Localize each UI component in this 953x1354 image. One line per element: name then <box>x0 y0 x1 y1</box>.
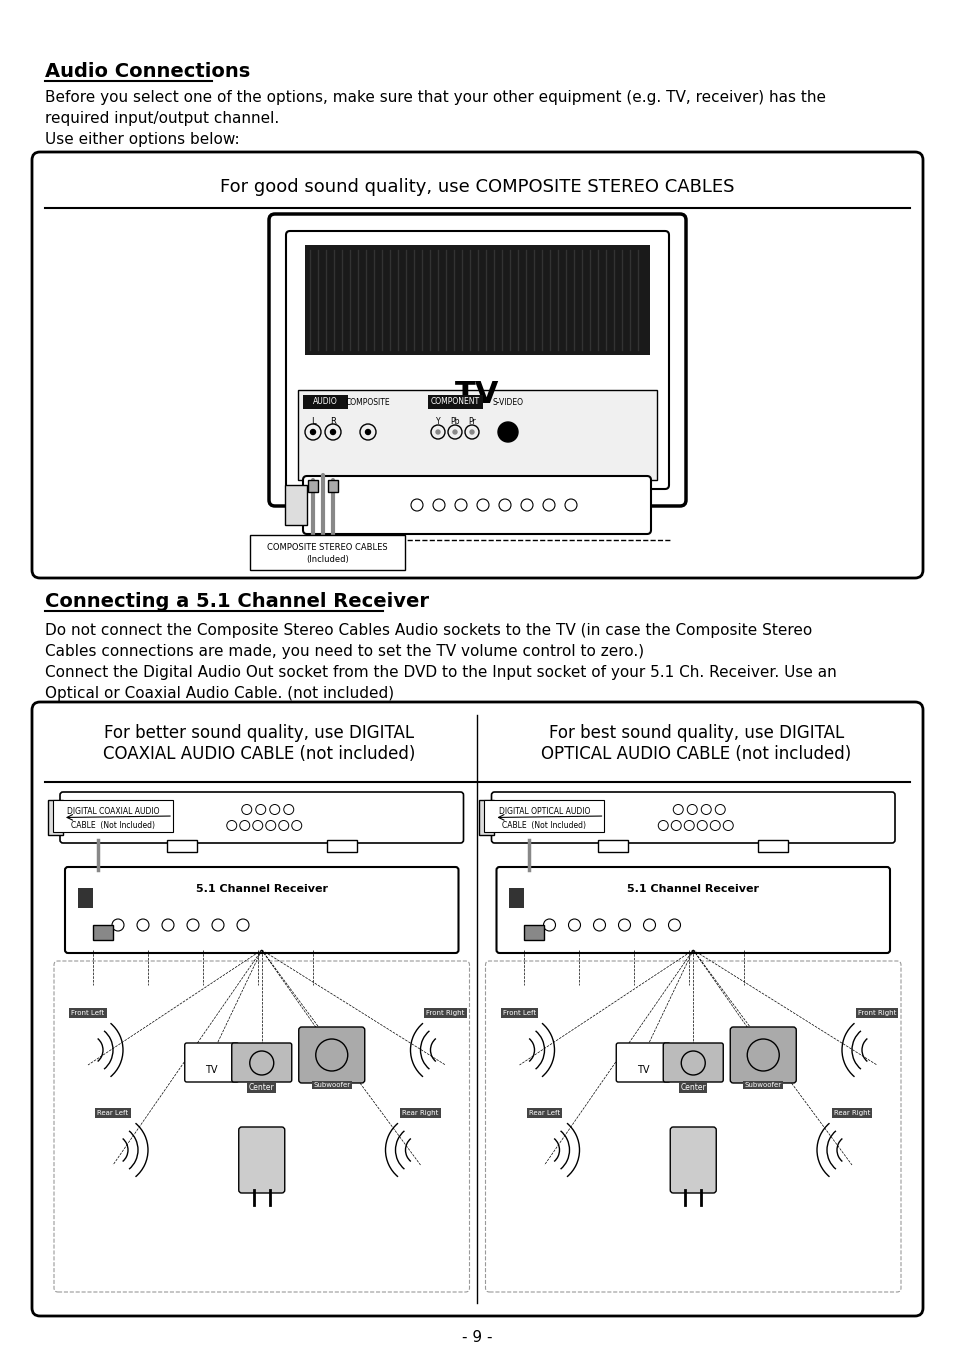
Bar <box>92 925 112 940</box>
Text: COMPONENT: COMPONENT <box>430 398 479 406</box>
Bar <box>305 245 649 355</box>
Circle shape <box>310 429 315 435</box>
Text: For good sound quality, use COMPOSITE STEREO CABLES: For good sound quality, use COMPOSITE ST… <box>220 177 734 196</box>
FancyBboxPatch shape <box>232 1043 292 1082</box>
Text: Rear Left: Rear Left <box>97 1110 129 1116</box>
Text: Optical or Coaxial Audio Cable. (not included): Optical or Coaxial Audio Cable. (not inc… <box>45 686 394 701</box>
Text: Rear Right: Rear Right <box>833 1110 869 1116</box>
Text: COMPOSITE: COMPOSITE <box>345 398 390 408</box>
Bar <box>285 485 307 525</box>
Text: Use either options below:: Use either options below: <box>45 131 239 148</box>
FancyBboxPatch shape <box>303 477 650 533</box>
Bar <box>509 888 524 909</box>
Text: DIGITAL OPTICAL AUDIO: DIGITAL OPTICAL AUDIO <box>498 807 590 816</box>
Text: Y: Y <box>436 417 440 427</box>
Circle shape <box>436 431 439 435</box>
FancyBboxPatch shape <box>269 214 685 506</box>
Text: L: L <box>311 417 315 427</box>
Bar <box>78 888 92 909</box>
FancyBboxPatch shape <box>496 867 889 953</box>
Bar <box>297 390 657 481</box>
FancyBboxPatch shape <box>286 232 668 489</box>
Text: Pr: Pr <box>468 417 476 427</box>
Bar <box>598 839 628 852</box>
Circle shape <box>470 431 474 435</box>
Text: TV: TV <box>205 1066 218 1075</box>
Text: Front Left: Front Left <box>71 1010 105 1016</box>
FancyBboxPatch shape <box>298 1026 364 1083</box>
Text: Pb: Pb <box>450 417 459 427</box>
Text: - 9 -: - 9 - <box>461 1330 492 1345</box>
Bar <box>524 925 544 940</box>
Bar <box>53 800 172 831</box>
Text: Before you select one of the options, make sure that your other equipment (e.g. : Before you select one of the options, ma… <box>45 89 825 106</box>
Text: CABLE  (Not Included): CABLE (Not Included) <box>502 821 586 830</box>
Text: 5.1 Channel Receiver: 5.1 Channel Receiver <box>626 884 759 894</box>
Text: DIGITAL COAXIAL AUDIO: DIGITAL COAXIAL AUDIO <box>67 807 159 816</box>
Bar <box>758 839 787 852</box>
Text: Rear Right: Rear Right <box>402 1110 438 1116</box>
Bar <box>167 839 196 852</box>
Bar <box>479 800 494 835</box>
Text: Rear Left: Rear Left <box>528 1110 559 1116</box>
Bar <box>327 839 356 852</box>
Text: Center: Center <box>249 1083 274 1091</box>
Circle shape <box>497 422 517 441</box>
Text: Do not connect the Composite Stereo Cables Audio sockets to the TV (in case the : Do not connect the Composite Stereo Cabl… <box>45 623 811 638</box>
Text: CABLE  (Not Included): CABLE (Not Included) <box>71 821 154 830</box>
FancyBboxPatch shape <box>65 867 458 953</box>
Text: S-VIDEO: S-VIDEO <box>492 398 523 408</box>
Text: required input/output channel.: required input/output channel. <box>45 111 279 126</box>
Bar <box>48 800 63 835</box>
Circle shape <box>453 431 456 435</box>
Text: 5.1 Channel Receiver: 5.1 Channel Receiver <box>195 884 328 894</box>
FancyBboxPatch shape <box>616 1043 670 1082</box>
FancyBboxPatch shape <box>670 1127 716 1193</box>
FancyBboxPatch shape <box>729 1026 796 1083</box>
FancyBboxPatch shape <box>662 1043 722 1082</box>
FancyBboxPatch shape <box>32 152 923 578</box>
Text: Center: Center <box>679 1083 705 1091</box>
Bar <box>308 481 317 492</box>
Text: Connecting a 5.1 Channel Receiver: Connecting a 5.1 Channel Receiver <box>45 592 429 611</box>
Bar <box>250 535 405 570</box>
Text: (Included): (Included) <box>306 555 349 565</box>
Bar <box>484 800 604 831</box>
Text: Front Left: Front Left <box>502 1010 536 1016</box>
Circle shape <box>365 429 370 435</box>
Text: Subwoofer: Subwoofer <box>313 1082 350 1089</box>
Text: R: R <box>330 417 335 427</box>
Bar <box>303 395 348 409</box>
Text: For better sound quality, use DIGITAL
COAXIAL AUDIO CABLE (not included): For better sound quality, use DIGITAL CO… <box>103 724 415 762</box>
Text: COMPOSITE STEREO CABLES: COMPOSITE STEREO CABLES <box>267 543 388 552</box>
FancyBboxPatch shape <box>185 1043 238 1082</box>
Text: AUDIO: AUDIO <box>313 398 337 406</box>
Text: Cables connections are made, you need to set the TV volume control to zero.): Cables connections are made, you need to… <box>45 645 643 659</box>
Text: Audio Connections: Audio Connections <box>45 62 250 81</box>
FancyBboxPatch shape <box>60 792 463 844</box>
FancyBboxPatch shape <box>238 1127 284 1193</box>
Text: For best sound quality, use DIGITAL
OPTICAL AUDIO CABLE (not included): For best sound quality, use DIGITAL OPTI… <box>540 724 850 762</box>
Text: Connect the Digital Audio Out socket from the DVD to the Input socket of your 5.: Connect the Digital Audio Out socket fro… <box>45 665 836 680</box>
Text: TV: TV <box>455 380 498 409</box>
Bar <box>428 395 482 409</box>
Text: Subwoofer: Subwoofer <box>744 1082 781 1089</box>
FancyBboxPatch shape <box>32 701 923 1316</box>
Text: TV: TV <box>637 1066 649 1075</box>
Text: Front Right: Front Right <box>857 1010 895 1016</box>
FancyBboxPatch shape <box>54 961 469 1292</box>
Circle shape <box>330 429 335 435</box>
FancyBboxPatch shape <box>485 961 900 1292</box>
Text: Front Right: Front Right <box>426 1010 464 1016</box>
FancyBboxPatch shape <box>491 792 894 844</box>
Bar <box>328 481 337 492</box>
